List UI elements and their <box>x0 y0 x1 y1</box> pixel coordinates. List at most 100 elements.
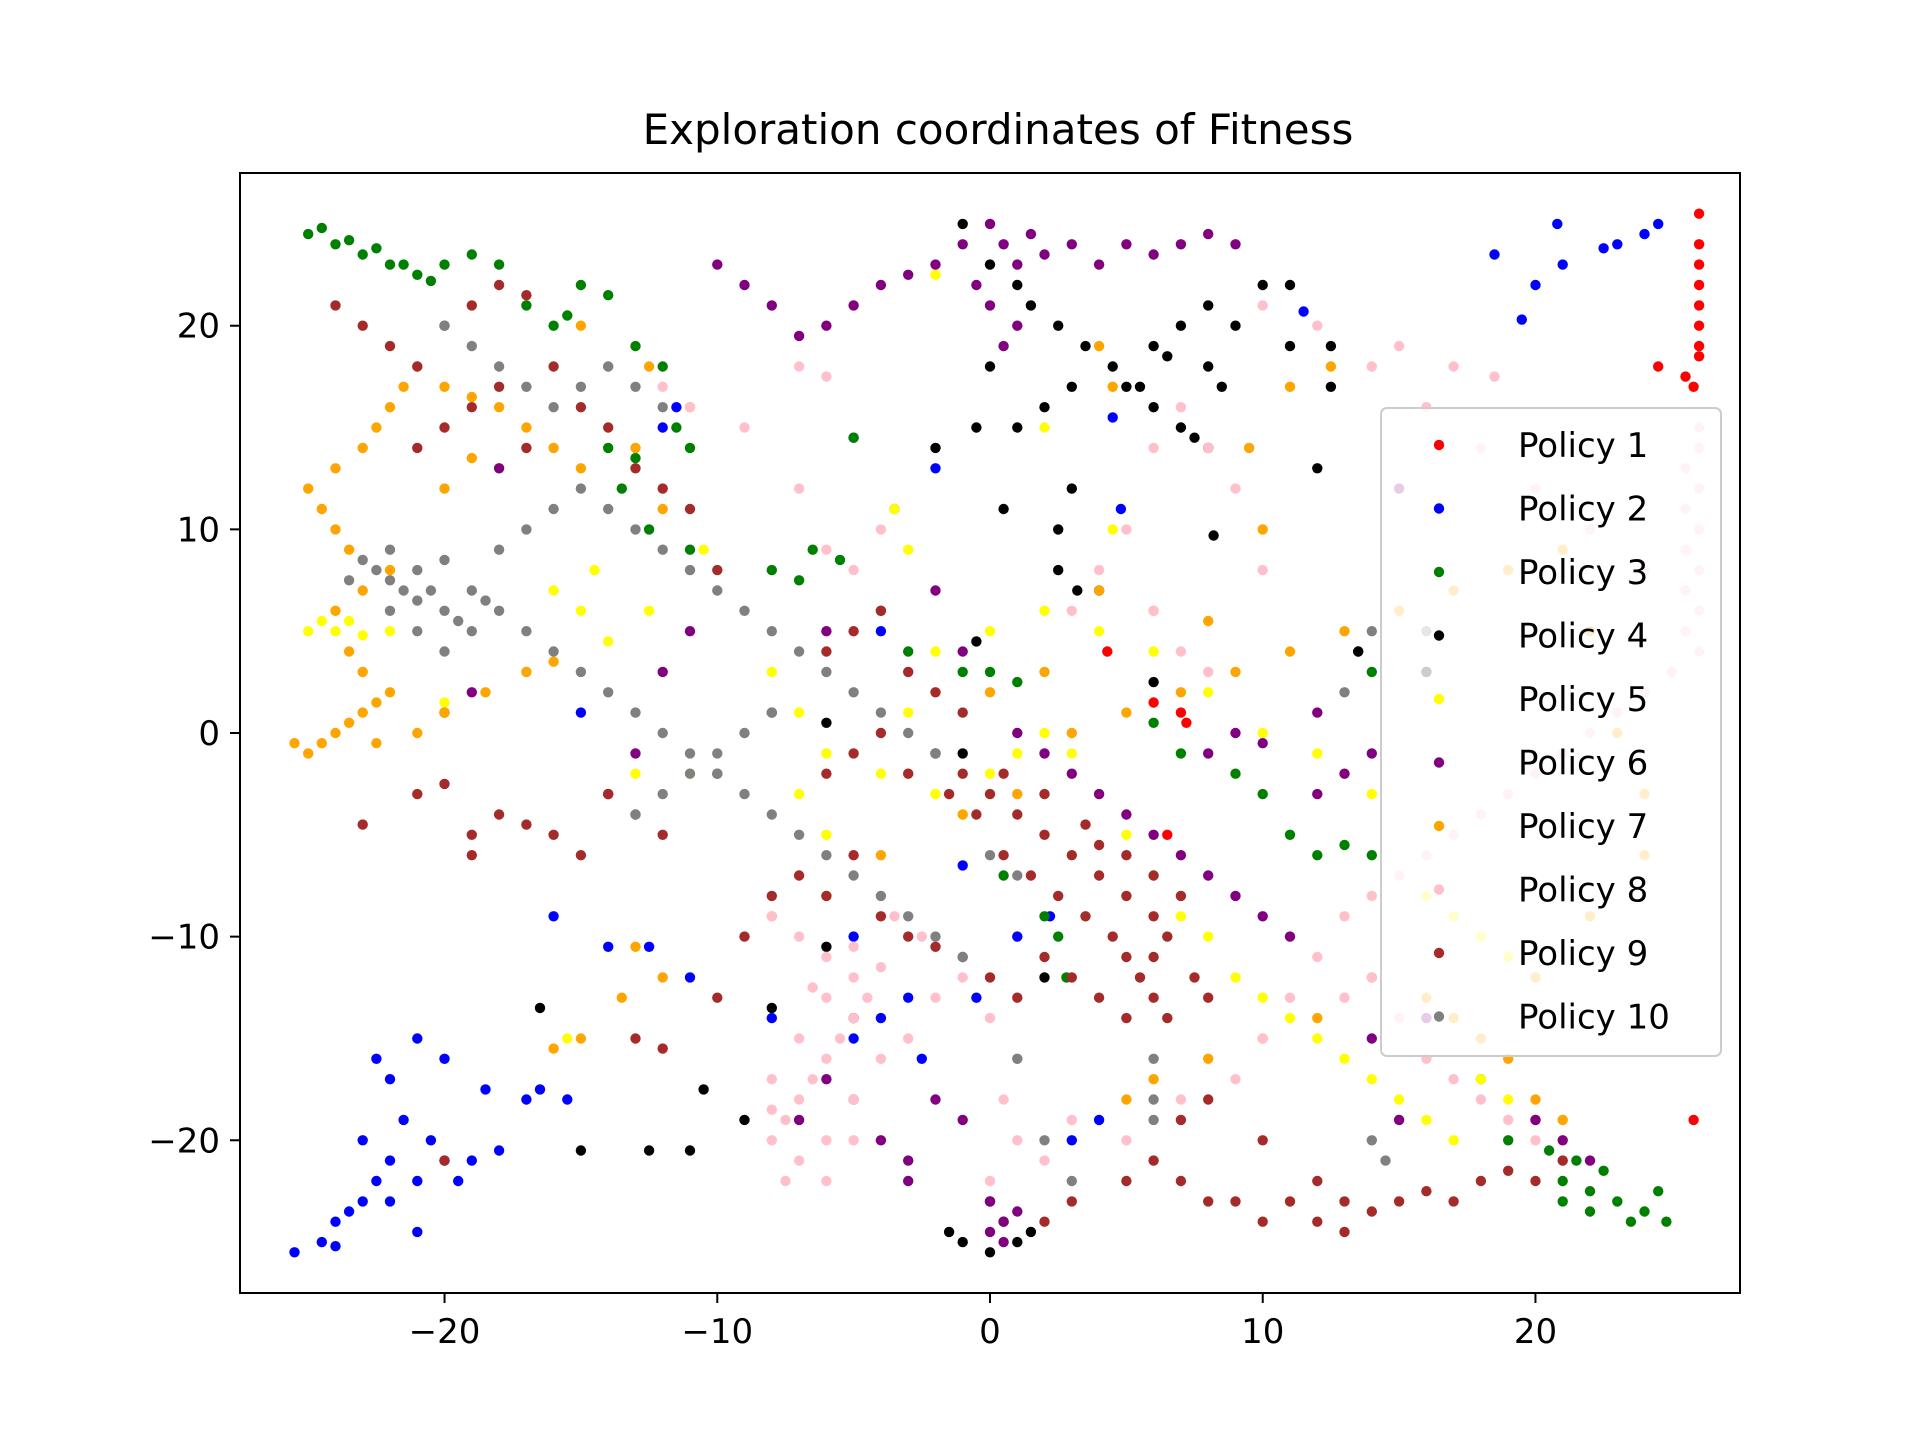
data-point <box>739 931 750 942</box>
data-point <box>384 544 396 555</box>
data-point <box>343 235 355 246</box>
data-point <box>1039 666 1050 678</box>
data-point <box>903 666 914 678</box>
data-point <box>766 564 777 576</box>
legend-marker <box>1433 503 1445 514</box>
data-point <box>848 941 859 952</box>
data-point <box>1230 972 1241 983</box>
data-point <box>766 666 777 678</box>
data-point <box>848 564 859 576</box>
data-point <box>1230 890 1241 902</box>
data-point <box>1175 1114 1187 1126</box>
data-point <box>1366 1206 1378 1217</box>
data-point <box>1475 1074 1487 1085</box>
data-point <box>1107 381 1118 392</box>
data-point <box>603 422 614 433</box>
data-point <box>371 738 382 749</box>
data-point <box>343 544 355 555</box>
data-point <box>1693 259 1705 270</box>
data-point <box>1148 951 1159 963</box>
data-point <box>971 992 982 1003</box>
data-point <box>889 911 900 922</box>
data-point <box>1148 829 1159 840</box>
data-point <box>493 259 505 270</box>
data-point <box>1284 931 1296 942</box>
data-point <box>1039 422 1050 433</box>
legend-marker <box>1433 566 1445 578</box>
data-point <box>412 1175 423 1187</box>
data-point <box>698 544 709 555</box>
legend-marker <box>1433 439 1445 451</box>
data-point <box>875 626 887 637</box>
legend-marker <box>1433 1011 1445 1022</box>
data-point <box>357 707 368 718</box>
data-point <box>657 788 668 800</box>
data-point <box>766 1074 777 1085</box>
data-point <box>357 630 368 641</box>
data-point <box>848 432 859 443</box>
data-point <box>343 646 355 657</box>
data-point <box>957 239 968 250</box>
data-point <box>875 1135 887 1146</box>
data-point <box>466 391 477 403</box>
data-point <box>1339 1226 1350 1238</box>
data-point <box>1693 208 1705 219</box>
data-point <box>984 788 996 800</box>
data-point <box>630 340 641 352</box>
data-point <box>684 768 696 779</box>
legend-item: Policy 6 <box>1433 744 1648 784</box>
data-point <box>466 300 477 311</box>
data-point <box>439 1053 450 1065</box>
data-point <box>493 361 505 372</box>
data-point <box>1257 911 1268 922</box>
data-point <box>425 1135 437 1146</box>
data-point <box>1175 422 1187 433</box>
data-point <box>875 605 887 616</box>
data-point <box>643 605 655 616</box>
data-point <box>821 1074 832 1085</box>
data-point <box>1552 218 1563 230</box>
data-point <box>793 870 805 881</box>
data-point <box>1107 412 1118 423</box>
data-point <box>1012 788 1023 800</box>
data-point <box>793 361 805 372</box>
data-point <box>303 748 314 759</box>
data-point <box>1230 239 1241 250</box>
data-point <box>412 595 423 606</box>
data-point <box>984 1226 996 1238</box>
data-point <box>603 687 614 698</box>
data-point <box>1012 1206 1023 1217</box>
data-point <box>1284 646 1296 657</box>
data-point <box>1093 340 1105 352</box>
data-point <box>930 269 941 280</box>
data-point <box>371 422 382 433</box>
data-point <box>630 707 641 718</box>
data-point <box>657 544 668 555</box>
data-point <box>698 1084 709 1095</box>
data-point <box>1503 1114 1514 1126</box>
data-point <box>1557 1196 1568 1207</box>
data-point <box>330 524 341 535</box>
data-point <box>1312 1216 1323 1227</box>
x-axis: −20 −10 0 10 20 <box>409 1293 1557 1352</box>
data-point <box>957 748 968 759</box>
data-point <box>1688 381 1699 392</box>
data-point <box>357 819 368 830</box>
data-point <box>371 1175 382 1187</box>
data-point <box>575 483 587 494</box>
data-point <box>289 1247 300 1258</box>
data-point <box>848 626 859 637</box>
data-point <box>575 707 587 718</box>
data-point <box>712 748 723 759</box>
data-point <box>1693 351 1705 362</box>
data-point <box>343 1206 355 1217</box>
legend-label: Policy 2 <box>1518 490 1648 530</box>
data-point <box>384 1196 396 1207</box>
data-point <box>1012 279 1023 291</box>
data-point <box>1148 1114 1159 1126</box>
data-point <box>439 483 450 494</box>
data-point <box>480 1084 491 1095</box>
data-point <box>1121 809 1132 820</box>
data-point <box>357 249 368 260</box>
